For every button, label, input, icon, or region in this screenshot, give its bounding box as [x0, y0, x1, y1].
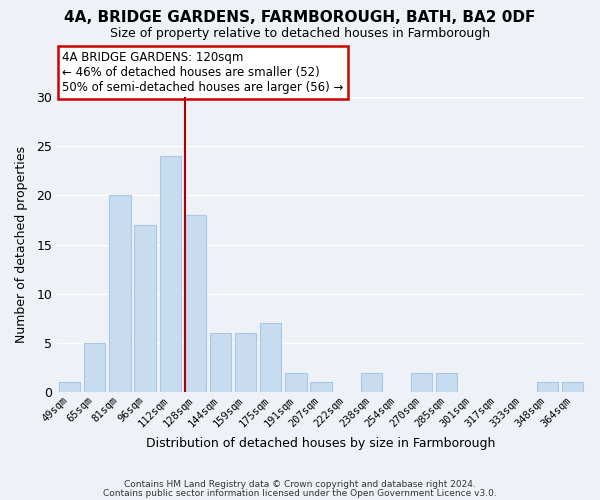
Bar [59, 382, 80, 392]
Bar [536, 382, 558, 392]
Text: Contains public sector information licensed under the Open Government Licence v3: Contains public sector information licen… [103, 488, 497, 498]
Bar [260, 324, 281, 392]
Text: 4A BRIDGE GARDENS: 120sqm
← 46% of detached houses are smaller (52)
50% of semi-: 4A BRIDGE GARDENS: 120sqm ← 46% of detac… [62, 51, 344, 94]
Text: 4A, BRIDGE GARDENS, FARMBOROUGH, BATH, BA2 0DF: 4A, BRIDGE GARDENS, FARMBOROUGH, BATH, B… [64, 10, 536, 25]
Bar [185, 215, 206, 392]
Bar [310, 382, 332, 392]
Text: Size of property relative to detached houses in Farmborough: Size of property relative to detached ho… [110, 28, 490, 40]
Bar [84, 343, 106, 392]
Bar [562, 382, 583, 392]
Bar [235, 333, 256, 392]
Text: Contains HM Land Registry data © Crown copyright and database right 2024.: Contains HM Land Registry data © Crown c… [124, 480, 476, 489]
Bar [436, 372, 457, 392]
Bar [361, 372, 382, 392]
Y-axis label: Number of detached properties: Number of detached properties [15, 146, 28, 343]
Bar [210, 333, 231, 392]
Bar [285, 372, 307, 392]
X-axis label: Distribution of detached houses by size in Farmborough: Distribution of detached houses by size … [146, 437, 496, 450]
Bar [411, 372, 432, 392]
Bar [160, 156, 181, 392]
Bar [109, 196, 131, 392]
Bar [134, 225, 156, 392]
